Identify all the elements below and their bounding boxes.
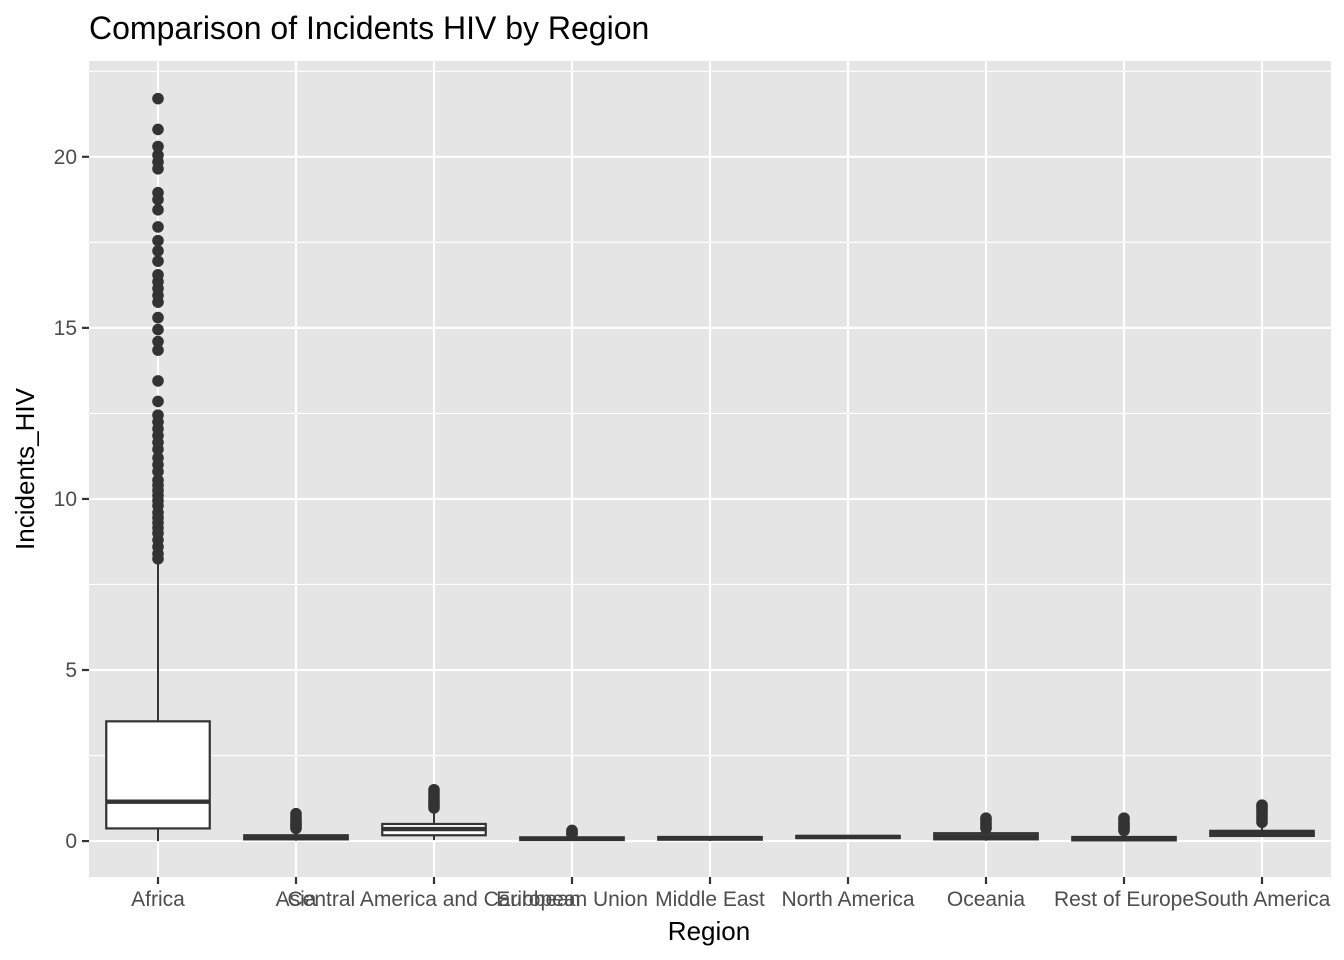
outlier-point [290,807,302,820]
y-tick-label: 0 [65,830,77,853]
y-tick-label: 15 [54,317,77,340]
outlier-point [152,245,164,257]
outlier-point [152,186,164,199]
box-middle-east [657,835,763,841]
box-south-america [1209,799,1315,838]
x-tick-label: Africa [131,888,185,911]
box-oceania [933,812,1039,841]
box-rest-of-europe [1071,812,1177,842]
x-tick-label: Oceania [947,888,1026,911]
x-tick-label: North America [781,888,914,911]
outlier-point [1256,799,1268,811]
x-tick-label: Central America and Caribbean [288,888,581,911]
outlier-point [152,395,164,408]
x-tick-label: Middle East [655,888,765,911]
y-axis: 0 5 10 15 20 [54,146,89,853]
outlier-point [152,335,164,348]
chart-title: Comparison of Incidents HIV by Region [89,10,649,46]
box-iqr [105,720,211,830]
outlier-point [152,269,164,281]
outlier-point [152,149,164,161]
box-asia [243,807,349,841]
outlier-point [152,409,164,421]
outlier-point [152,375,164,387]
outlier-point [152,221,164,233]
outlier-point [152,255,164,267]
x-tick-label: European Union [496,888,648,911]
y-tick-label: 5 [65,659,77,682]
outlier-point [152,344,164,356]
outlier-point [152,140,164,153]
box-central-america-and-caribbean [381,783,487,841]
box-africa [105,92,211,842]
outlier-point [152,234,164,247]
outlier-point [152,204,164,216]
box-north-america [795,834,901,840]
y-tick-label: 10 [54,488,77,511]
outlier-point [566,824,578,837]
outlier-point [152,123,164,136]
y-tick-label: 20 [54,146,77,169]
box-european-union [519,824,625,842]
outlier-point [152,323,164,336]
outlier-point [1118,812,1130,824]
outlier-point [152,452,164,464]
box-series [105,92,1315,842]
x-axis-title: Region [668,916,750,946]
x-tick-label: South America [1194,888,1331,911]
outlier-point [152,474,164,486]
y-axis-title: Incidents_HIV [10,387,40,550]
outlier-point [152,311,164,324]
outlier-point [980,812,992,824]
x-tick-label: Rest of Europe [1054,888,1194,911]
outlier-point [152,92,164,105]
x-tick-label: Asia [276,888,317,911]
outlier-point [428,783,440,796]
